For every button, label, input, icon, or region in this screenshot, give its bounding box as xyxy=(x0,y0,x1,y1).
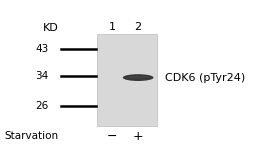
Text: 34: 34 xyxy=(36,71,49,81)
Text: 1: 1 xyxy=(109,22,116,32)
Ellipse shape xyxy=(123,74,154,81)
Text: −: − xyxy=(107,130,118,143)
Text: Starvation: Starvation xyxy=(5,132,59,142)
Text: CDK6 (pTyr24): CDK6 (pTyr24) xyxy=(165,73,245,83)
Text: 43: 43 xyxy=(36,44,49,54)
Text: +: + xyxy=(133,130,143,143)
FancyBboxPatch shape xyxy=(98,34,157,126)
Ellipse shape xyxy=(127,76,150,78)
Text: 26: 26 xyxy=(36,101,49,111)
Text: KD: KD xyxy=(43,23,59,33)
Text: 2: 2 xyxy=(135,22,142,32)
